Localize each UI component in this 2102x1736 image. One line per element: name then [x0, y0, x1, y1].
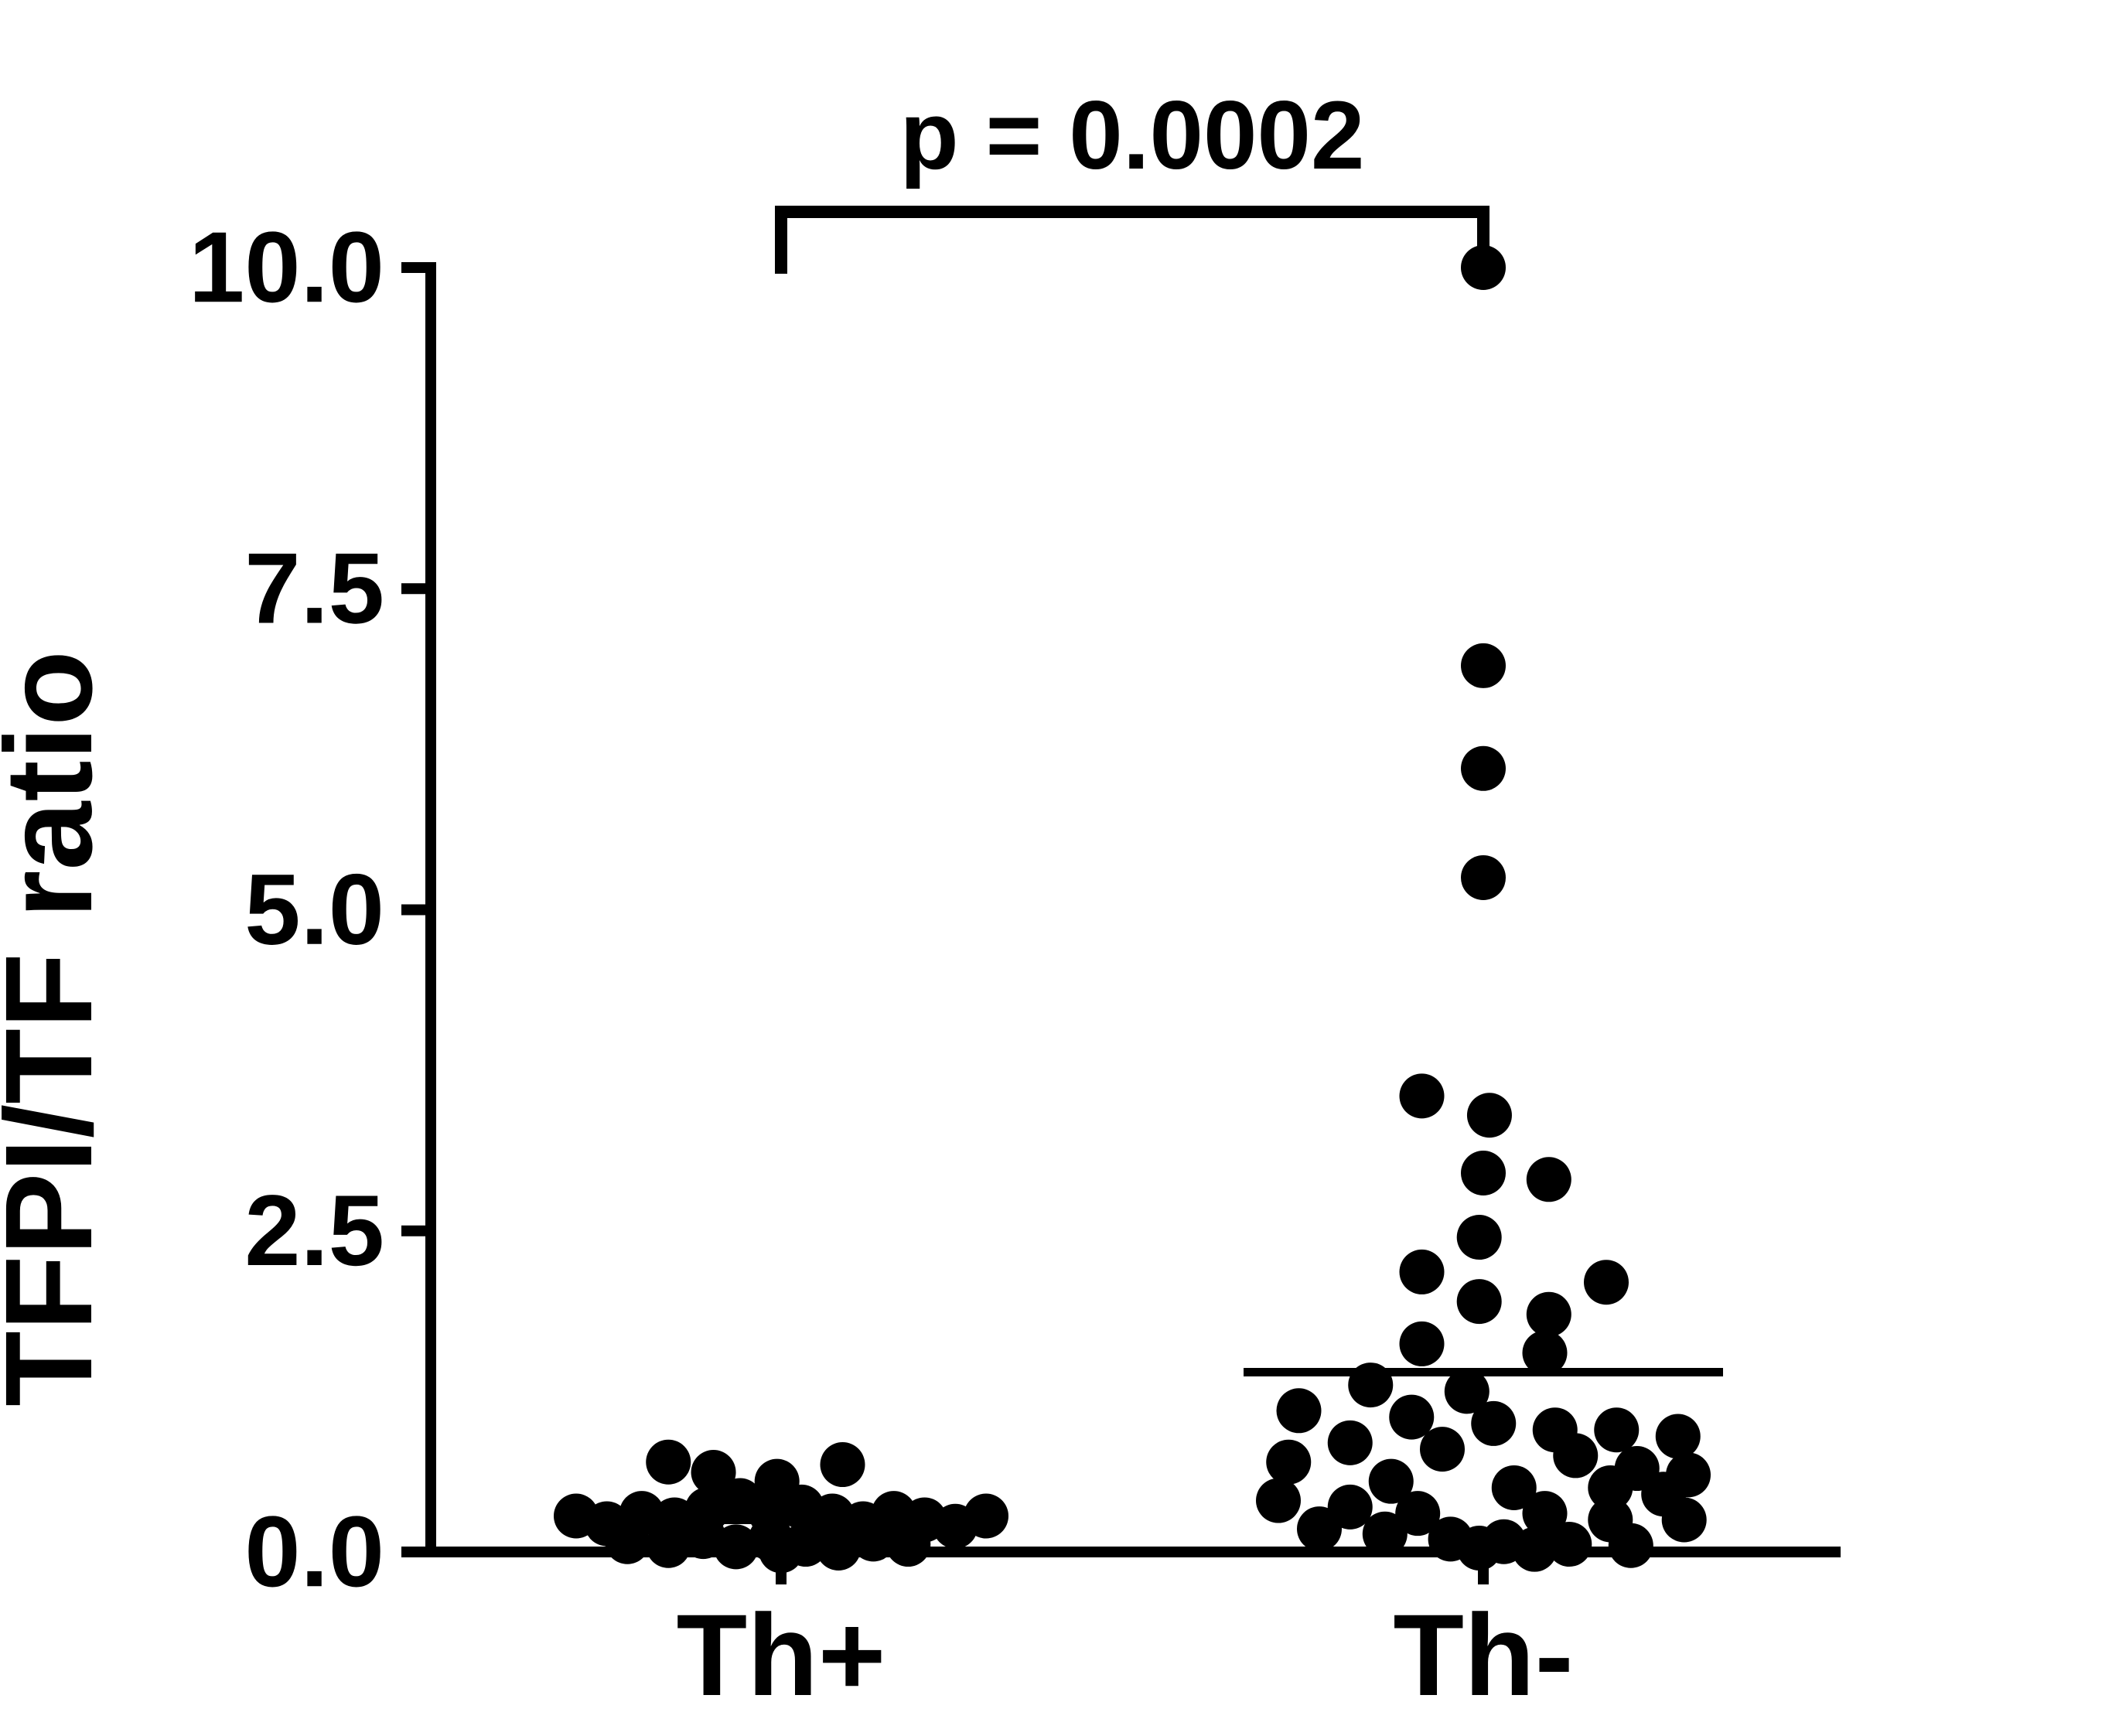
y-tick-label: 10.0 — [189, 210, 384, 323]
data-point — [1276, 1388, 1322, 1434]
data-point — [1297, 1506, 1342, 1552]
data-point — [1661, 1497, 1707, 1543]
data-point — [691, 1450, 736, 1496]
data-point — [646, 1439, 691, 1485]
data-point — [886, 1522, 931, 1567]
data-point — [646, 1523, 691, 1568]
data-point — [1522, 1330, 1568, 1376]
data-point — [1588, 1465, 1633, 1510]
data-point — [1266, 1439, 1312, 1485]
data-point — [1456, 1279, 1502, 1325]
data-point — [1547, 1522, 1592, 1567]
data-point — [1362, 1511, 1408, 1557]
data-point — [713, 1524, 759, 1570]
data-point — [1522, 1491, 1568, 1536]
y-tick-label: 2.5 — [244, 1174, 384, 1287]
data-point — [1348, 1363, 1394, 1408]
data-point — [1461, 1151, 1506, 1196]
data-point — [1456, 1526, 1502, 1571]
data-point — [1526, 1291, 1571, 1337]
data-point — [1444, 1369, 1489, 1414]
data-point — [851, 1516, 896, 1562]
data-point — [1399, 1321, 1445, 1366]
data-point — [1420, 1427, 1465, 1472]
data-point — [1256, 1478, 1301, 1523]
data-point — [1526, 1157, 1571, 1202]
data-point — [1461, 745, 1506, 791]
data-point — [1594, 1407, 1640, 1453]
data-point — [1461, 854, 1506, 900]
data-point — [1491, 1465, 1537, 1510]
data-point — [1553, 1433, 1599, 1478]
x-category-label: Th+ — [677, 1590, 886, 1720]
data-point — [1399, 1073, 1445, 1119]
data-point — [605, 1519, 650, 1564]
data-point — [1395, 1491, 1441, 1536]
data-point — [820, 1442, 865, 1488]
significance-bracket — [775, 206, 1489, 274]
data-point — [1512, 1526, 1558, 1572]
data-point — [1368, 1458, 1414, 1504]
data-point — [1461, 643, 1506, 688]
y-tick-label: 0.0 — [244, 1495, 384, 1608]
data-point — [816, 1526, 862, 1571]
y-tick-label: 5.0 — [244, 853, 384, 966]
data-point — [1584, 1260, 1629, 1305]
y-axis-title: TFPI/TF ratio — [0, 650, 118, 1407]
data-point — [964, 1493, 1008, 1539]
data-point — [1608, 1523, 1653, 1568]
x-category-label: Th- — [1393, 1590, 1573, 1720]
data-point — [1655, 1414, 1701, 1459]
data-point — [1399, 1249, 1445, 1294]
data-point — [1456, 1215, 1502, 1260]
data-point — [1389, 1394, 1435, 1440]
significance-label: p = 0.0002 — [899, 82, 1364, 189]
data-point — [1327, 1420, 1373, 1465]
y-tick-label: 7.5 — [244, 531, 384, 644]
data-point — [1466, 1093, 1512, 1138]
data-point — [1471, 1400, 1517, 1446]
data-point — [759, 1528, 804, 1574]
